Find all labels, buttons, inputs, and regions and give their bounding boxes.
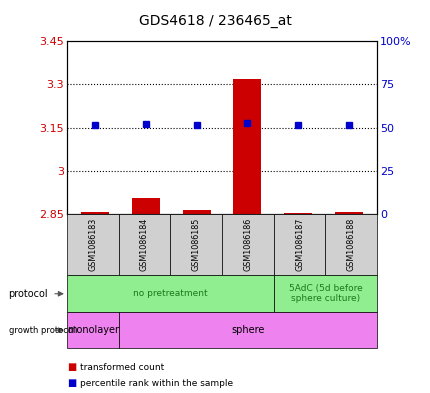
Bar: [284, 213, 312, 214]
Text: GSM1086184: GSM1086184: [140, 218, 148, 271]
Text: ■: ■: [67, 378, 76, 388]
Bar: [233, 79, 261, 214]
Text: growth protocol: growth protocol: [9, 326, 75, 334]
Text: GSM1086186: GSM1086186: [243, 218, 252, 271]
Text: GSM1086187: GSM1086187: [295, 218, 303, 271]
Text: GSM1086188: GSM1086188: [346, 218, 355, 271]
Bar: [131, 198, 159, 214]
Text: 5AdC (5d before
sphere culture): 5AdC (5d before sphere culture): [288, 284, 362, 303]
Bar: [80, 212, 108, 214]
Bar: [335, 212, 362, 214]
Text: monolayer: monolayer: [67, 325, 118, 335]
Text: ■: ■: [67, 362, 76, 373]
Text: GSM1086185: GSM1086185: [191, 218, 200, 271]
Text: transformed count: transformed count: [80, 363, 163, 372]
Text: percentile rank within the sample: percentile rank within the sample: [80, 379, 232, 387]
Text: protocol: protocol: [9, 289, 48, 299]
Text: GDS4618 / 236465_at: GDS4618 / 236465_at: [139, 14, 291, 28]
Bar: [182, 210, 210, 214]
Text: no pretreatment: no pretreatment: [132, 289, 207, 298]
Text: GSM1086183: GSM1086183: [88, 218, 97, 271]
Text: sphere: sphere: [230, 325, 264, 335]
